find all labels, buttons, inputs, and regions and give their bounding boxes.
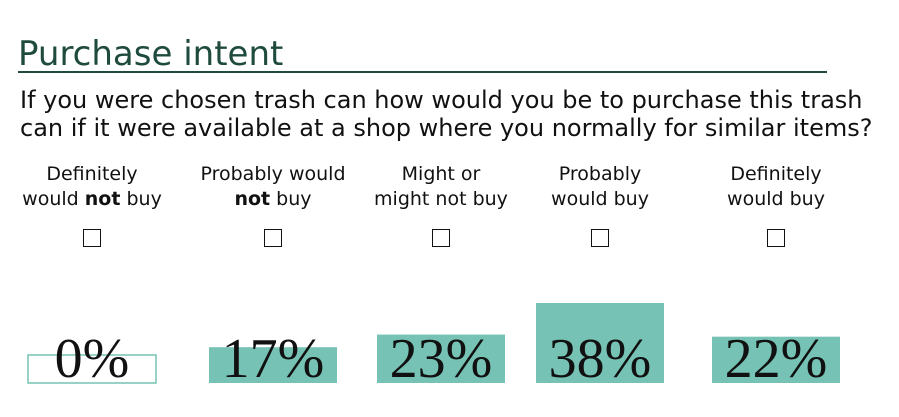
option-label-4: Probably would buy (512, 162, 688, 212)
bar-1 (27, 354, 157, 384)
option-label-line2: would not buy (4, 187, 180, 212)
bar-value-label-3: 23% (390, 328, 493, 390)
option-label-text: might not buy (374, 188, 508, 210)
option-checkbox-1[interactable] (83, 229, 101, 247)
bar-5 (712, 336, 840, 383)
bar-2 (209, 347, 337, 383)
option-checkbox-4[interactable] (591, 229, 609, 247)
option-label-line1: Probably would (200, 163, 346, 185)
bar-value-label-1: 0% (55, 328, 130, 390)
option-label-5: Definitely would buy (688, 162, 864, 212)
option-label-line1: Definitely (730, 163, 822, 185)
bar-3 (377, 334, 505, 383)
option-checkbox-3[interactable] (432, 229, 450, 247)
option-label-text: buy (270, 188, 312, 210)
question-text: If you were chosen trash can how would y… (20, 86, 873, 142)
option-label-text: would buy (727, 188, 825, 210)
option-checkbox-2[interactable] (264, 229, 282, 247)
option-label-1: Definitely would not buy (4, 162, 180, 212)
option-label-3: Might or might not buy (353, 162, 529, 212)
option-label-line2: might not buy (353, 187, 529, 212)
bar-value-label-2: 17% (222, 328, 325, 390)
option-label-emphasis: not (84, 188, 121, 210)
option-label-line2: not buy (185, 187, 361, 212)
option-label-2: Probably would not buy (185, 162, 361, 212)
option-label-line1: Might or (401, 163, 481, 185)
bar-value-label-5: 22% (725, 328, 828, 390)
option-label-text: buy (120, 188, 162, 210)
bar-value-label-4: 38% (549, 328, 652, 390)
option-label-line2: would buy (512, 187, 688, 212)
title-rule (18, 71, 827, 73)
option-label-line1: Probably (558, 163, 642, 185)
option-label-emphasis: not (234, 188, 271, 210)
option-label-line2: would buy (688, 187, 864, 212)
bar-4 (536, 303, 664, 383)
option-label-text: would (22, 188, 85, 210)
option-label-text: would buy (551, 188, 649, 210)
page-title: Purchase intent (18, 34, 284, 74)
option-checkbox-5[interactable] (767, 229, 785, 247)
title-rule-line (18, 71, 827, 73)
option-label-line1: Definitely (46, 163, 138, 185)
